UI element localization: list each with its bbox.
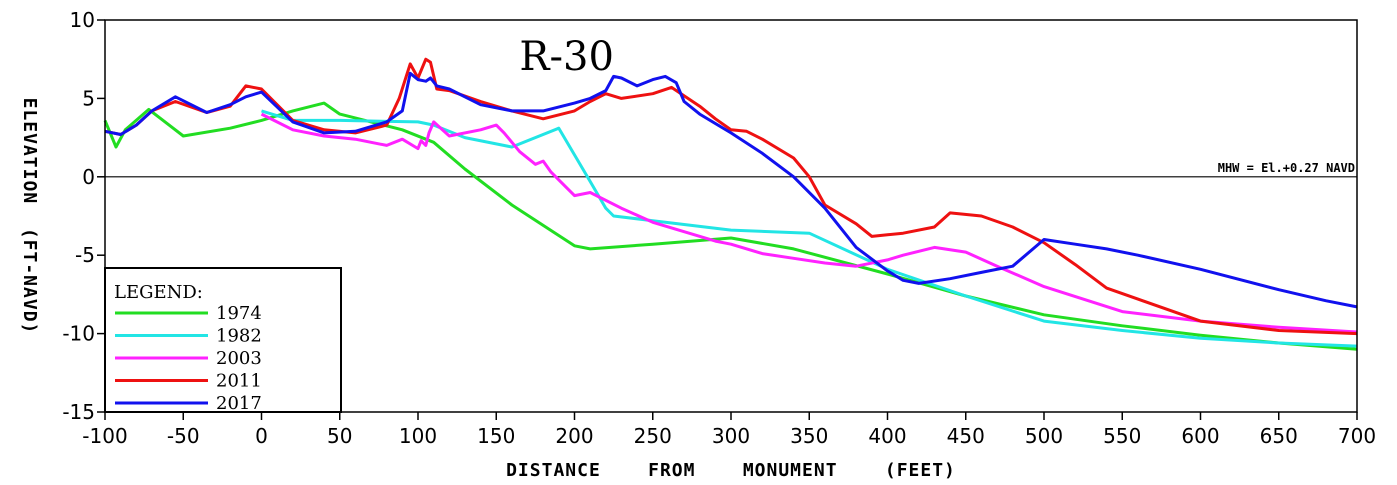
y-tick-label: -5: [75, 243, 95, 267]
y-axis-title: ELEVATION (FT-NAVD): [19, 98, 40, 335]
x-tick-label: 550: [1103, 424, 1141, 448]
y-tick-label: -10: [62, 322, 95, 346]
axis-ticks: -100 -50 0 50 100 150 200 250 300 350 400 450 500 550…: [62, 8, 1376, 448]
x-tick-label: 200: [555, 424, 593, 448]
x-axis-title: DISTANCE FROM MONUMENT (FEET): [506, 460, 956, 481]
legend-label-1982: 1982: [216, 326, 262, 347]
series-line-2003: [260, 112, 1358, 334]
x-tick-label: 400: [868, 424, 906, 448]
legend-label-2003: 2003: [216, 348, 262, 369]
legend-box: [104, 267, 342, 413]
chart-title: R-30: [519, 34, 614, 80]
plot-frame: [104, 19, 1358, 413]
legend-title: LEGEND:: [114, 282, 203, 303]
legend-label-2017: 2017: [216, 393, 262, 414]
series-line-2011: [104, 57, 1358, 336]
x-tick-label: 300: [712, 424, 750, 448]
series-layer: [103, 57, 1358, 351]
y-tick-label: 10: [70, 8, 95, 32]
legend-label-2011: 2011: [216, 371, 262, 392]
x-tick-label: 100: [399, 424, 437, 448]
x-tick-label: 250: [634, 424, 672, 448]
y-tick-label: 5: [82, 86, 95, 110]
x-tick-label: -100: [82, 424, 127, 448]
x-tick-label: 350: [790, 424, 828, 448]
x-tick-label: 500: [1025, 424, 1063, 448]
x-tick-label: 150: [477, 424, 515, 448]
x-tick-label: 450: [947, 424, 985, 448]
x-tick-label: 700: [1338, 424, 1376, 448]
legend-label-1974: 1974: [216, 303, 262, 324]
x-tick-label: 650: [1260, 424, 1298, 448]
x-tick-label: -50: [167, 424, 200, 448]
series-line-1982: [261, 109, 1358, 348]
series-line-1974: [103, 101, 1358, 351]
x-tick-label: 50: [327, 424, 352, 448]
x-tick-label: 600: [1181, 424, 1219, 448]
y-tick-label: -15: [62, 400, 95, 424]
series-line-2017: [104, 71, 1358, 309]
mhw-annotation: MHW = El.+0.27 NAVD: [1218, 161, 1355, 175]
x-tick-label: 0: [255, 424, 268, 448]
y-tick-label: 0: [82, 165, 95, 189]
